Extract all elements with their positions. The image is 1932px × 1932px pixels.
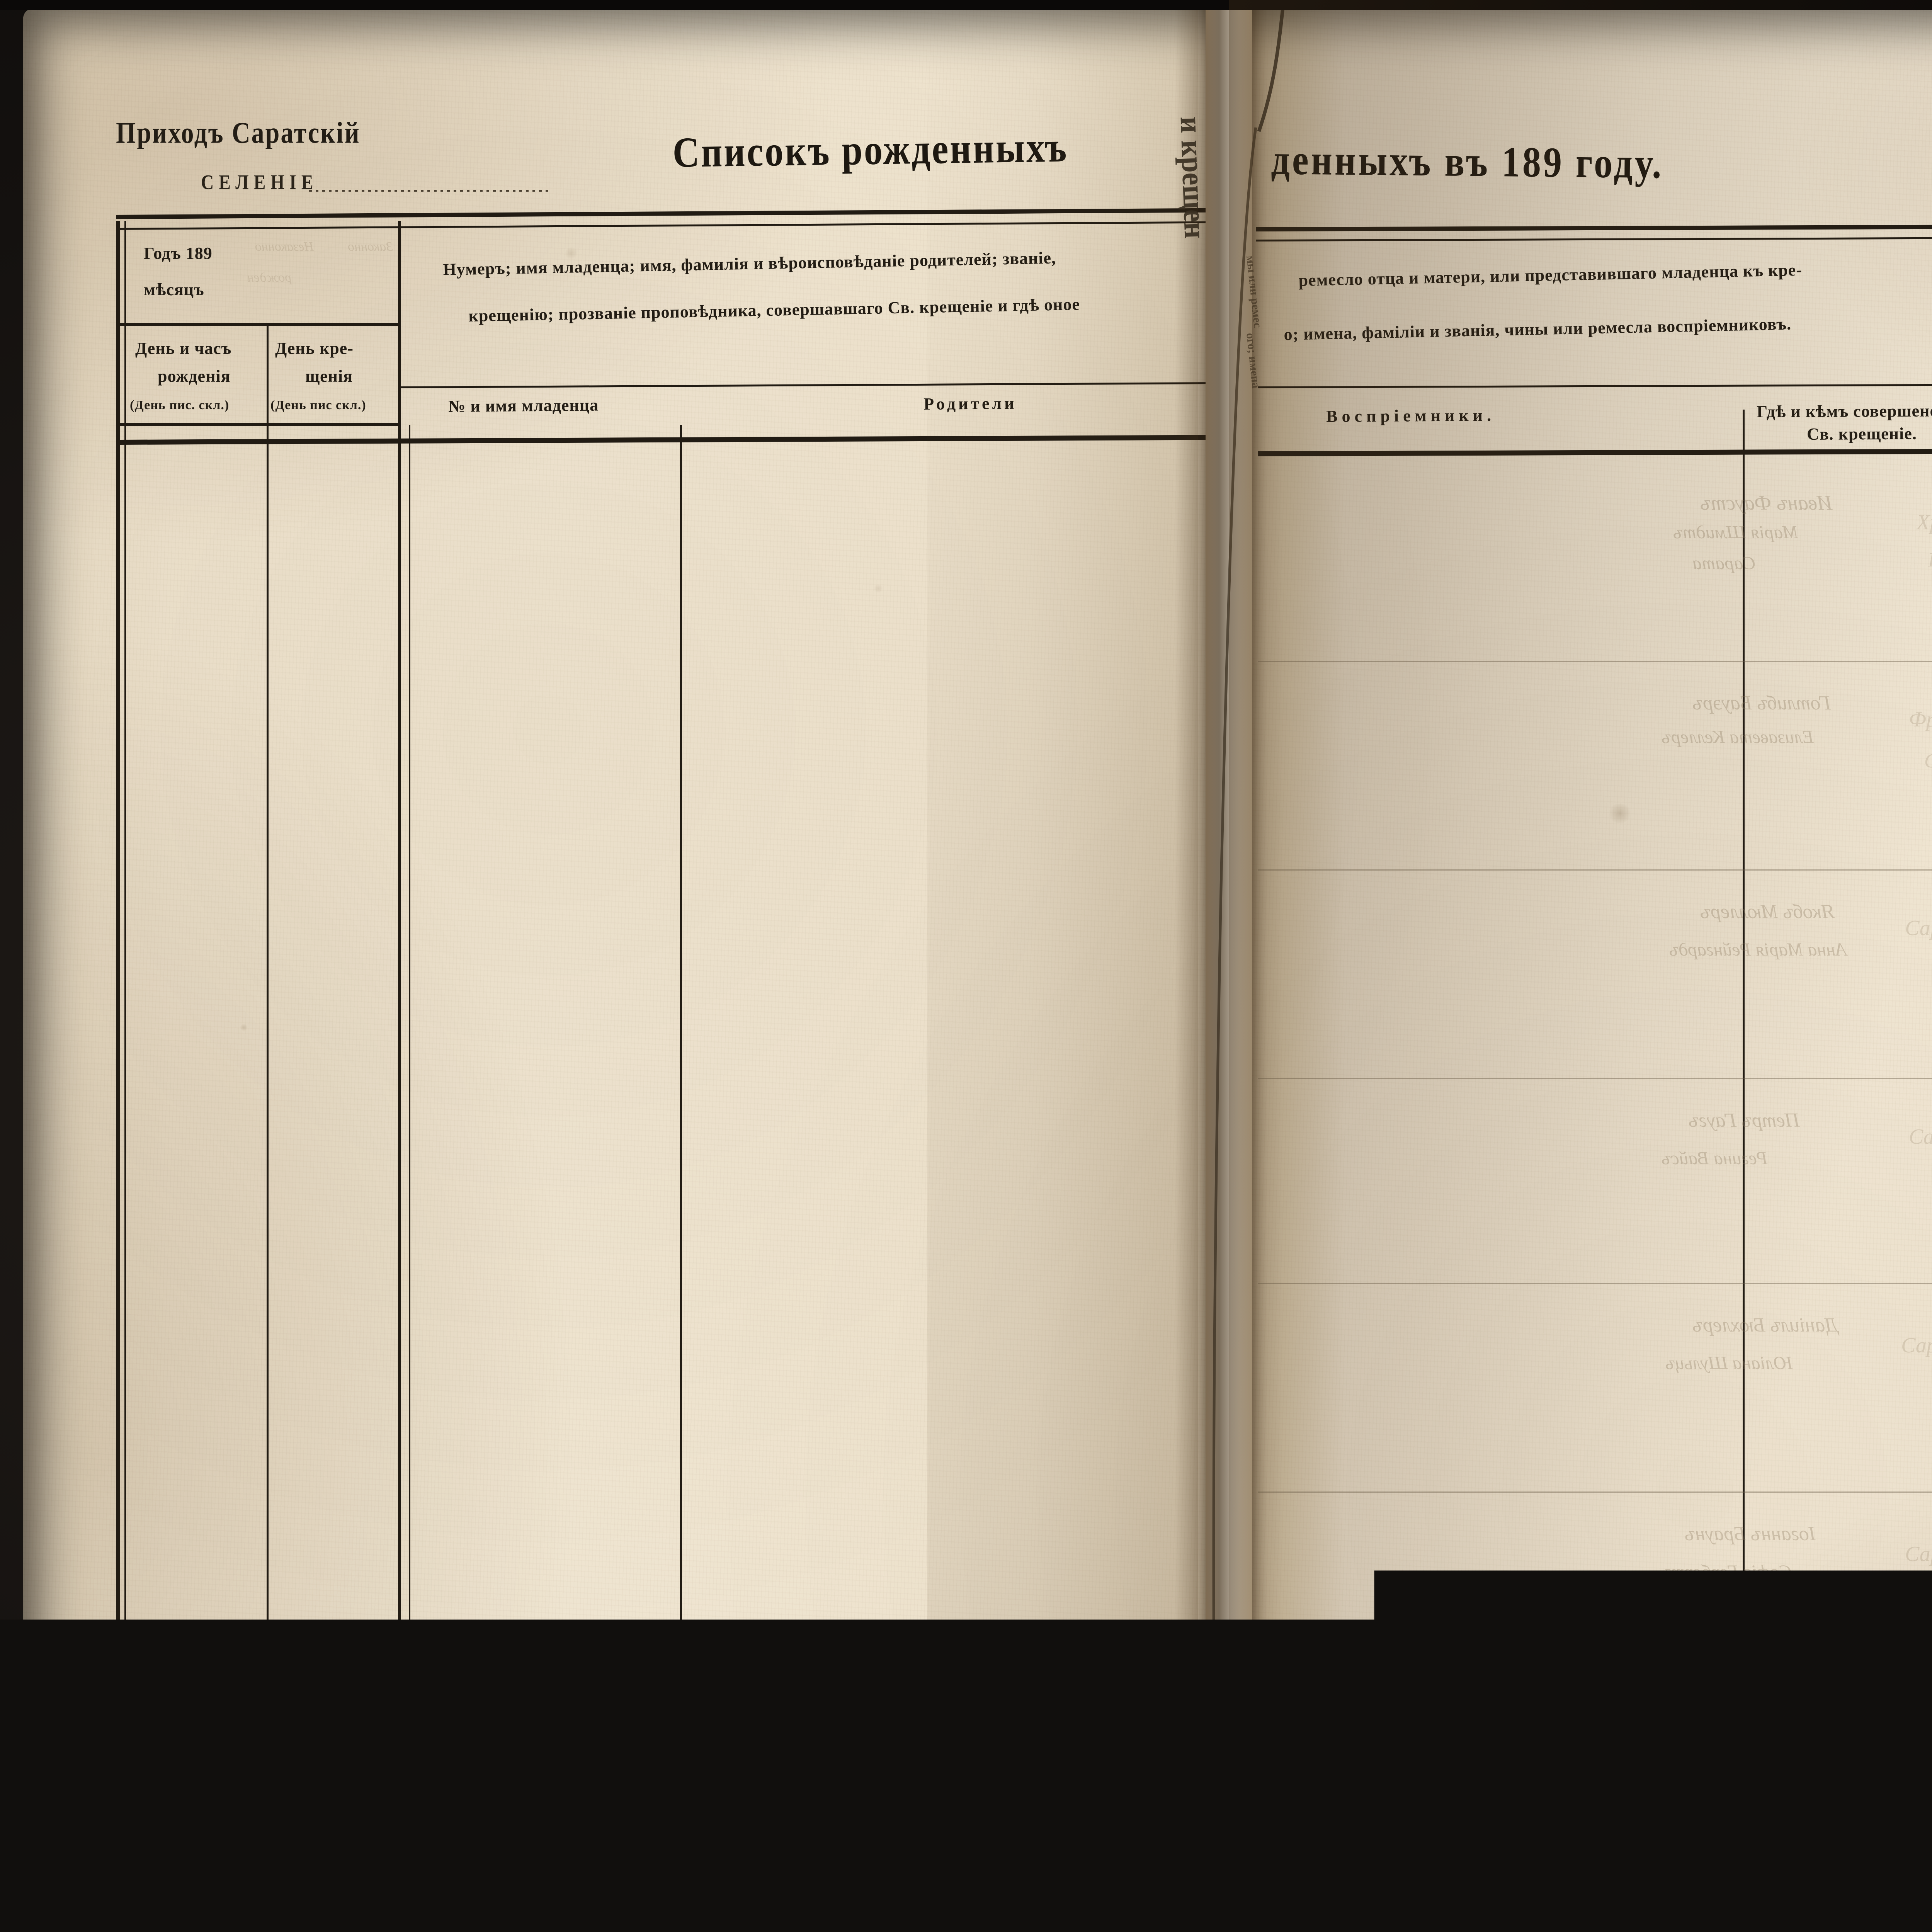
- table-left-border: [116, 221, 120, 1932]
- village-fill-line: [309, 190, 549, 192]
- year-label: Годъ 189: [144, 243, 213, 263]
- parish-label: Приходъ Саратскій: [116, 116, 361, 151]
- col-rule-dates-desc-inner: [409, 425, 410, 1932]
- table-left-border-inner: [124, 221, 126, 1932]
- page-title-right: денныхъ въ 189 году.: [1271, 134, 1664, 188]
- page-title-left: Списокъ рожденныхъ: [672, 122, 1068, 177]
- row-rule-dates-sub: [120, 423, 398, 426]
- col-rule-dates-desc: [398, 221, 401, 1932]
- baptism-day-sub-label: (День пис скл.): [270, 398, 366, 413]
- birth-day-hour-label: День и часъ: [135, 338, 231, 358]
- col-rule-infant-parents: [680, 425, 682, 1932]
- subheader-godparents: Воспріемники.: [1326, 405, 1495, 426]
- page-curl-outline: [1182, 0, 1345, 1932]
- baptism-day-label-2: щенія: [305, 366, 353, 386]
- row-divider: [1258, 1283, 1932, 1284]
- row-rule-year-month: [120, 323, 398, 326]
- birth-day-hour-label-2: рожденія: [158, 366, 230, 386]
- baptism-day-label: День кре-: [275, 338, 354, 358]
- village-label: СЕЛЕНІЕ: [201, 170, 318, 194]
- subheader-where-by-whom-2: Св. крещеніе.: [1807, 424, 1917, 444]
- subheader-where-by-whom-1: Гдѣ и кѣмъ совершено: [1757, 401, 1932, 422]
- birth-day-sub-label: (День пис. скл.): [130, 398, 229, 413]
- row-divider: [1258, 1492, 1932, 1493]
- row-divider: [1258, 661, 1932, 662]
- row-divider: [1258, 1078, 1932, 1079]
- month-label: мѣсяцъ: [144, 280, 204, 299]
- scan-margin-top: [0, 0, 1932, 10]
- subheader-parents: Родители: [923, 393, 1017, 414]
- row-divider: [1258, 1700, 1932, 1701]
- torn-page-edge: [1113, 1886, 1461, 1932]
- col-rule-godparents-where: [1743, 410, 1745, 1932]
- col-rule-birth-baptism: [267, 325, 269, 1932]
- row-divider: [1258, 869, 1932, 871]
- subheader-infant: № и имя младенца: [448, 395, 599, 416]
- document-scan: Приходъ Саратскій СЕЛЕНІЕ Списокъ рожден…: [0, 0, 1932, 1932]
